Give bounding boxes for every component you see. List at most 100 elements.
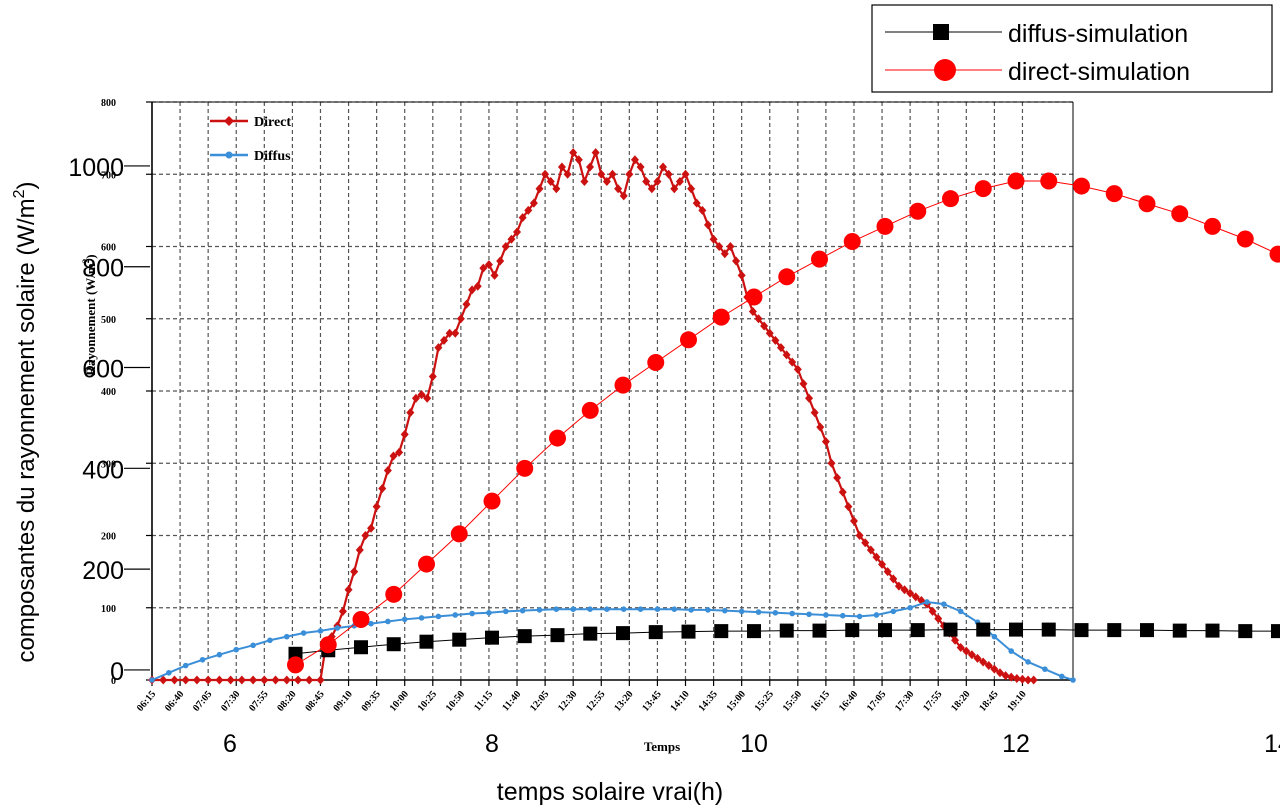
outer-point-diffus-simulation-7 bbox=[517, 629, 532, 644]
outer-point-direct-simulation-6 bbox=[483, 492, 501, 510]
inner-point-direct-59 bbox=[563, 169, 572, 179]
inner-point-direct-109 bbox=[844, 502, 853, 512]
inner-point-direct-116 bbox=[883, 567, 892, 577]
outer-y-axis-label-main: composantes du rayonnement solaire (W/m bbox=[13, 198, 40, 662]
inner-point-diffus-3 bbox=[199, 656, 206, 663]
legend-label-direct-sim: direct-simulation bbox=[1008, 58, 1190, 86]
inner-point-direct-53 bbox=[529, 198, 538, 208]
inner-point-direct-104 bbox=[816, 422, 825, 432]
inner-point-direct-45 bbox=[484, 260, 493, 270]
outer-point-direct-simulation-19 bbox=[909, 202, 927, 220]
inner-point-direct-139 bbox=[1012, 674, 1021, 684]
inner-y-axis-label: Rayonnement (W/m2) bbox=[81, 254, 98, 375]
outer-point-direct-simulation-14 bbox=[745, 288, 763, 306]
inner-point-direct-70 bbox=[625, 169, 634, 179]
inner-point-diffus-16 bbox=[418, 615, 425, 621]
inner-point-direct-82 bbox=[692, 198, 701, 208]
inner-point-direct-47 bbox=[496, 256, 505, 266]
inner-point-diffus-42 bbox=[856, 613, 863, 620]
outer-point-direct-simulation-10 bbox=[614, 376, 632, 394]
inner-point-direct-101 bbox=[799, 379, 808, 389]
inner-x-tick-label-17: 13:20 bbox=[612, 689, 635, 714]
inner-x-tick-label-6: 08:45 bbox=[303, 689, 326, 714]
inner-point-direct-57 bbox=[552, 184, 561, 194]
legend-marker-direct-sim bbox=[934, 59, 956, 81]
inner-point-diffus-28 bbox=[620, 606, 627, 612]
outer-point-diffus-simulation-6 bbox=[485, 630, 499, 645]
inner-point-direct-4 bbox=[192, 675, 201, 685]
legend-marker-diffus-sim bbox=[933, 24, 949, 40]
outer-point-direct-simulation-16 bbox=[811, 250, 828, 268]
inner-point-direct-108 bbox=[838, 487, 847, 497]
inner-point-direct-138 bbox=[1007, 672, 1016, 682]
inner-chart-series bbox=[148, 148, 1076, 685]
inner-point-direct-115 bbox=[878, 559, 887, 569]
outer-point-diffus-simulation-28 bbox=[1205, 623, 1220, 638]
inner-point-direct-111 bbox=[855, 531, 864, 540]
inner-point-direct-106 bbox=[827, 458, 836, 468]
legend-label-direct: Direct bbox=[254, 115, 291, 130]
outer-point-diffus-simulation-9 bbox=[583, 626, 598, 641]
outer-y-axis-label: composantes du rayonnement solaire (W/m2… bbox=[11, 181, 40, 662]
inner-point-diffus-41 bbox=[839, 612, 846, 619]
inner-point-direct-35 bbox=[428, 372, 437, 382]
inner-x-axis-label: Temps bbox=[644, 739, 680, 754]
inner-point-direct-86 bbox=[715, 242, 724, 251]
inner-point-direct-135 bbox=[990, 664, 999, 674]
inner-point-direct-27 bbox=[383, 465, 392, 475]
inner-point-direct-119 bbox=[900, 585, 909, 595]
inner-x-tick-label-12: 11:15 bbox=[472, 689, 495, 714]
inner-x-tick-label-21: 15:00 bbox=[725, 689, 748, 714]
inner-point-direct-12 bbox=[282, 675, 291, 685]
inner-point-diffus-33 bbox=[705, 607, 711, 613]
inner-point-direct-14 bbox=[305, 675, 314, 685]
outer-point-direct-simulation-24 bbox=[1073, 177, 1090, 195]
inner-point-direct-38 bbox=[445, 328, 454, 338]
legend-label-diffus-sim: diffus-simulation bbox=[1008, 20, 1188, 48]
inner-point-diffus-47 bbox=[941, 601, 947, 607]
inner-point-diffus-22 bbox=[519, 607, 526, 614]
inner-point-direct-81 bbox=[687, 184, 696, 194]
inner-point-direct-103 bbox=[810, 408, 819, 418]
inner-point-direct-83 bbox=[698, 205, 707, 215]
inner-point-diffus-24 bbox=[553, 606, 560, 612]
inner-point-diffus-4 bbox=[216, 651, 223, 658]
inner-point-direct-128 bbox=[951, 635, 960, 645]
inner-point-diffus-31 bbox=[671, 606, 678, 612]
inner-point-direct-15 bbox=[316, 675, 325, 685]
outer-point-direct-simulation-0 bbox=[287, 656, 304, 674]
outer-point-direct-simulation-21 bbox=[974, 180, 992, 198]
inner-point-direct-124 bbox=[928, 606, 937, 616]
inner-point-direct-93 bbox=[754, 314, 763, 324]
inner-point-direct-65 bbox=[597, 169, 606, 179]
inner-x-tick-label-19: 14:10 bbox=[668, 689, 691, 714]
inner-point-direct-96 bbox=[771, 335, 780, 345]
inner-point-direct-26 bbox=[378, 484, 387, 494]
inner-point-direct-105 bbox=[821, 437, 830, 447]
inner-series-line-diffus bbox=[151, 600, 1074, 681]
outer-point-diffus-simulation-17 bbox=[845, 623, 860, 638]
outer-point-diffus-simulation-8 bbox=[550, 628, 565, 643]
outer-point-diffus-simulation-2 bbox=[354, 640, 368, 655]
outer-point-diffus-simulation-29 bbox=[1238, 624, 1253, 639]
inner-point-direct-71 bbox=[630, 155, 639, 165]
inner-point-direct-88 bbox=[726, 242, 735, 251]
outer-point-diffus-simulation-22 bbox=[1009, 622, 1023, 637]
inner-point-direct-43 bbox=[473, 281, 482, 291]
inner-point-direct-5 bbox=[204, 675, 213, 685]
inner-point-diffus-51 bbox=[1008, 648, 1015, 654]
inner-point-direct-62 bbox=[580, 176, 589, 186]
inner-point-direct-80 bbox=[681, 169, 690, 179]
inner-point-direct-3 bbox=[181, 675, 190, 685]
inner-point-direct-9 bbox=[249, 675, 258, 685]
inner-point-direct-66 bbox=[602, 176, 611, 186]
inner-point-direct-19 bbox=[338, 606, 347, 616]
inner-x-tick-label-2: 07:05 bbox=[191, 689, 214, 714]
inner-point-direct-136 bbox=[995, 668, 1004, 678]
inner-point-diffus-19 bbox=[469, 610, 475, 617]
outer-x-tick-label-1: 8 bbox=[485, 730, 499, 758]
inner-point-direct-87 bbox=[720, 249, 729, 259]
outer-point-direct-simulation-7 bbox=[516, 459, 534, 477]
inner-point-direct-76 bbox=[659, 162, 668, 172]
inner-point-diffus-5 bbox=[233, 646, 240, 653]
